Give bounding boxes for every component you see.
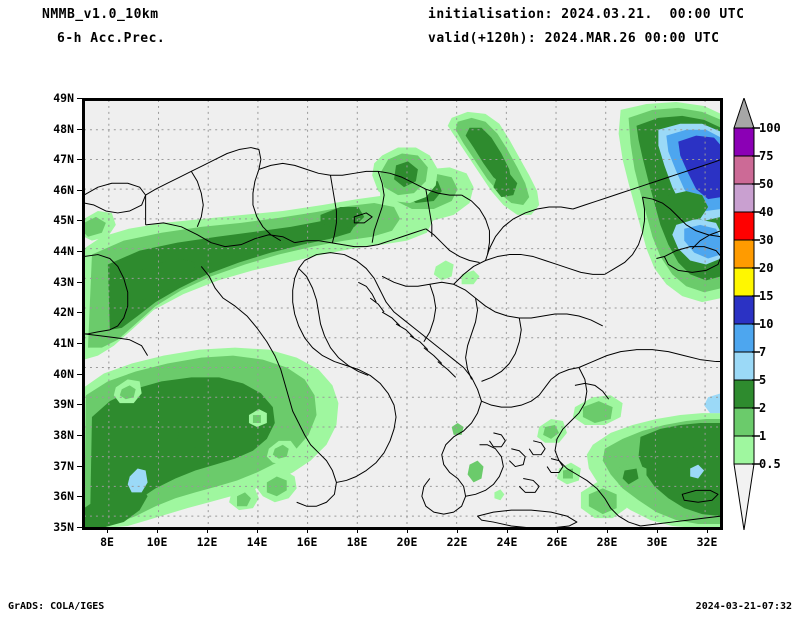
x-axis-label-20e: 20E — [396, 535, 418, 549]
y-tick — [77, 159, 82, 160]
x-tick — [107, 528, 108, 533]
y-axis-label-43n: 43N — [53, 275, 74, 289]
x-axis-label-10e: 10E — [146, 535, 168, 549]
x-axis-label-28e: 28E — [596, 535, 618, 549]
x-axis-label-24e: 24E — [496, 535, 518, 549]
grads-credit: GrADS: COLA/IGES — [8, 601, 105, 612]
x-tick — [657, 528, 658, 533]
y-axis-label-44n: 44N — [53, 244, 74, 258]
y-axis-label-45n: 45N — [53, 213, 74, 227]
x-tick — [207, 528, 208, 533]
y-axis-label-36n: 36N — [53, 489, 74, 503]
map-clip — [84, 100, 721, 528]
valid-time: valid(+120h): 2024.MAR.26 00:00 UTC — [428, 31, 720, 46]
y-tick — [77, 374, 82, 375]
y-tick — [77, 98, 82, 99]
y-axis-label-39n: 39N — [53, 397, 74, 411]
x-tick — [607, 528, 608, 533]
y-tick — [77, 435, 82, 436]
x-tick — [157, 528, 158, 533]
y-axis-label-42n: 42N — [53, 305, 74, 319]
x-tick — [257, 528, 258, 533]
colorbar-label-2: 2 — [759, 401, 767, 415]
y-axis-label-41n: 41N — [53, 336, 74, 350]
x-axis-label-18e: 18E — [346, 535, 368, 549]
colorbar-label-20: 20 — [759, 261, 774, 275]
x-axis-label-30e: 30E — [646, 535, 668, 549]
y-axis-label-46n: 46N — [53, 183, 74, 197]
model-title: NMMB_v1.0_10km — [42, 7, 159, 22]
render-timestamp: 2024-03-21-07:32 — [695, 601, 792, 612]
y-axis-label-38n: 38N — [53, 428, 74, 442]
y-axis-label-49n: 49N — [53, 91, 74, 105]
y-tick — [77, 343, 82, 344]
y-tick — [77, 312, 82, 313]
y-axis-label-37n: 37N — [53, 459, 74, 473]
x-axis-label-26e: 26E — [546, 535, 568, 549]
initialisation-time: initialisation: 2024.03.21. 00:00 UTC — [428, 7, 745, 22]
colorbar-label-7: 7 — [759, 345, 767, 359]
precipitation-field — [84, 101, 721, 528]
x-tick — [507, 528, 508, 533]
y-tick — [77, 129, 82, 130]
y-tick — [77, 527, 82, 528]
x-tick — [357, 528, 358, 533]
x-tick — [557, 528, 558, 533]
x-axis-label-16e: 16E — [296, 535, 318, 549]
x-axis-label-8e: 8E — [100, 535, 114, 549]
y-tick — [77, 404, 82, 405]
y-tick — [77, 466, 82, 467]
colorbar-label-15: 15 — [759, 289, 774, 303]
x-tick — [407, 528, 408, 533]
y-tick — [77, 496, 82, 497]
x-tick — [707, 528, 708, 533]
colorbar-label-30: 30 — [759, 233, 774, 247]
colorbar-label-50: 50 — [759, 177, 774, 191]
colorbar-label-1: 1 — [759, 429, 767, 443]
precipitation-map-plot — [82, 98, 723, 530]
y-tick — [77, 251, 82, 252]
y-axis-label-40n: 40N — [53, 367, 74, 381]
x-tick — [457, 528, 458, 533]
x-axis-label-12e: 12E — [196, 535, 218, 549]
field-title: 6-h Acc.Prec. — [57, 31, 166, 46]
colorbar-label-75: 75 — [759, 149, 774, 163]
colorbar-label-100: 100 — [759, 121, 781, 135]
colorbar-label-0-5: 0.5 — [759, 457, 781, 471]
x-axis-label-14e: 14E — [246, 535, 268, 549]
y-axis-label-47n: 47N — [53, 152, 74, 166]
y-axis-label-48n: 48N — [53, 122, 74, 136]
x-tick — [307, 528, 308, 533]
y-tick — [77, 282, 82, 283]
colorbar: 100 75 50 40 30 20 15 10 7 5 2 1 0.5 — [733, 98, 797, 530]
colorbar-label-40: 40 — [759, 205, 774, 219]
colorbar-svg — [733, 98, 760, 530]
coastlines-and-borders — [84, 147, 721, 528]
y-axis-label-35n: 35N — [53, 520, 74, 534]
x-axis-label-32e: 32E — [696, 535, 718, 549]
x-axis-label-22e: 22E — [446, 535, 468, 549]
colorbar-label-10: 10 — [759, 317, 774, 331]
colorbar-label-5: 5 — [759, 373, 767, 387]
y-tick — [77, 220, 82, 221]
y-tick — [77, 190, 82, 191]
map-canvas — [84, 100, 721, 528]
